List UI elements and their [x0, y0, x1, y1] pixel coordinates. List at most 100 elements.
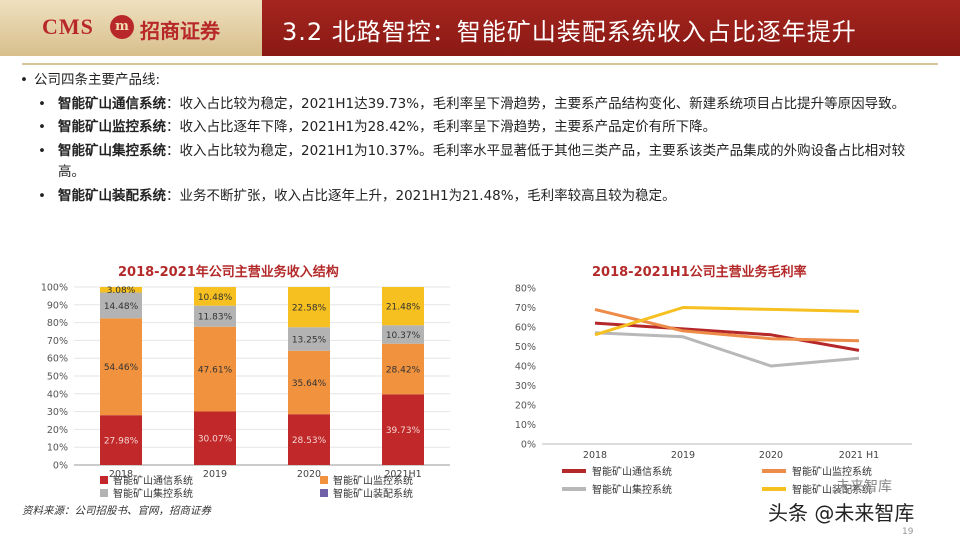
y-tick-label: 10%	[47, 443, 68, 454]
bullet-item: • 智能矿山通信系统：收入占比较为稳定，2021H1达39.73%，毛利率呈下滑趋…	[20, 94, 920, 116]
legend-label: 智能矿山集控系统	[592, 483, 672, 496]
y-tick-label: 20%	[515, 401, 536, 412]
legend-swatch	[100, 489, 108, 497]
bullet-main-text: 公司四条主要产品线:	[34, 72, 161, 88]
bar-segment	[100, 292, 142, 319]
series-line	[594, 321, 860, 352]
y-tick-label: 80%	[515, 284, 536, 295]
bullet-dot-icon: •	[38, 142, 46, 159]
bar-data-label: 47.61%	[198, 366, 233, 376]
bullet-dot-icon: •	[38, 187, 46, 204]
bar-segment	[194, 326, 236, 412]
bar-data-label: 22.58%	[292, 304, 327, 314]
bar-segment	[194, 411, 236, 465]
x-tick-label: 2020	[297, 469, 321, 480]
watermark-small: 未来智库	[836, 479, 892, 495]
legend-label: 智能矿山集控系统	[113, 487, 193, 500]
legend-swatch	[320, 489, 328, 497]
bar-segment	[288, 350, 330, 415]
bar-segment	[100, 415, 142, 465]
bullet-item-name: 智能矿山通信系统	[58, 95, 166, 112]
y-tick-label: 50%	[515, 342, 536, 353]
x-tick-label: 2021H1	[384, 469, 421, 480]
bullet-item-text: ：收入占比较为稳定，2021H1达39.73%，毛利率呈下滑趋势，主要系产品结构…	[166, 95, 906, 112]
bar-chart: 0% 10% 20% 30% 40% 50% 60% 70% 80% 90% 100% 27.98% 5…	[41, 283, 450, 500]
y-tick-label: 80%	[47, 318, 68, 329]
logo-cn: 招商证券	[140, 19, 220, 43]
bar-data-label: 11.83%	[198, 313, 233, 323]
x-tick-label: 2019	[203, 469, 227, 480]
x-tick-label: 2018	[583, 450, 607, 461]
bar-data-label: 35.64%	[292, 379, 327, 389]
bullet-main: • 公司四条主要产品线:	[20, 70, 920, 92]
y-tick-label: 70%	[47, 336, 68, 347]
y-tick-label: 70%	[515, 303, 536, 314]
bar-data-label: 28.53%	[292, 436, 327, 446]
bar-segment	[382, 343, 424, 395]
legend-label: 智能矿山通信系统	[113, 474, 193, 487]
logo-en: CMS	[42, 14, 94, 39]
bullet-item-text: ：收入占比较为稳定，2021H1为10.37%。毛利率水平显著低于其他三类产品，…	[58, 142, 906, 181]
y-tick-label: 0%	[53, 461, 68, 472]
y-tick-label: 40%	[47, 389, 68, 400]
legend-swatch	[320, 476, 328, 484]
bar-data-label: 13.25%	[292, 335, 327, 345]
bar-chart-title: 2018-2021年公司主营业务收入结构	[118, 265, 339, 280]
legend-label: 智能矿山监控系统	[333, 474, 413, 487]
bar-data-label: 3.08%	[107, 286, 136, 296]
page-title: 3.2 北路智控：智能矿山装配系统收入占比逐年提升	[282, 18, 857, 46]
bar-segment	[288, 327, 330, 351]
y-tick-label: 0%	[521, 440, 536, 451]
logo: CMS m 招商证券	[0, 0, 262, 56]
header-divider	[22, 63, 938, 65]
bar-segment	[194, 287, 236, 306]
legend-label: 智能矿山监控系统	[792, 465, 872, 478]
bar-data-label: 10.37%	[386, 331, 421, 341]
series-line	[594, 306, 860, 337]
bar-data-label: 39.73%	[386, 426, 421, 436]
y-tick-label: 10%	[515, 420, 536, 431]
y-tick-label: 90%	[47, 300, 68, 311]
bullet-item: • 智能矿山集控系统：收入占比较为稳定，2021H1为10.37%。毛利率水平显著…	[20, 141, 920, 184]
y-tick-label: 40%	[515, 362, 536, 373]
bar-segment	[382, 325, 424, 344]
x-tick-label: 2019	[671, 450, 695, 461]
legend-label: 智能矿山装配系统	[333, 487, 413, 500]
page-number: 19	[902, 527, 914, 537]
watermark: 头条 @未来智库	[768, 501, 915, 525]
bullet-item-name: 智能矿山集控系统	[58, 142, 166, 159]
bullet-item-name: 智能矿山装配系统	[58, 187, 166, 204]
line-chart-title: 2018-2021H1公司主营业务毛利率	[592, 265, 807, 280]
x-tick-label: 2021 H1	[839, 450, 879, 461]
bullet-dot-icon: •	[38, 119, 46, 135]
line-chart: 0% 10% 20% 30% 40% 50% 60% 70% 80% 2018 2019 2020 20…	[515, 284, 912, 496]
y-tick-label: 30%	[47, 407, 68, 418]
bar-segment	[100, 318, 142, 416]
bullet-item-name: 智能矿山监控系统	[58, 119, 166, 135]
legend-swatch	[100, 476, 108, 484]
series-line	[594, 331, 860, 368]
bar-segment	[288, 287, 330, 328]
bullet-item-text: ：业务不断扩张，收入占比逐年上升，2021H1为21.48%，毛利率较高且较为稳…	[166, 187, 676, 204]
legend-label: 智能矿山通信系统	[592, 465, 672, 478]
source-note: 资料来源：公司招股书、官网，招商证券	[22, 505, 211, 517]
legend-label: 智能矿山装配系统	[792, 483, 872, 496]
bar-data-label: 30.07%	[198, 435, 233, 445]
bar-segment	[100, 287, 142, 293]
bullet-item: • 智能矿山装配系统：业务不断扩张，收入占比逐年上升，2021H1为21.48%，…	[20, 186, 920, 208]
header-bar: CMS m 招商证券 3.2 北路智控：智能矿山装配系统收入占比逐年提升	[0, 0, 960, 56]
bullet-dot-icon: •	[38, 95, 46, 112]
bullet-item: • 智能矿山监控系统：收入占比逐年下降，2021H1为28.42%，毛利率呈下滑趋…	[20, 117, 920, 139]
bullet-list: • 公司四条主要产品线: • 智能矿山通信系统：收入占比较为稳定，2021H1达39…	[20, 70, 920, 209]
x-tick-label: 2020	[759, 450, 783, 461]
y-tick-label: 30%	[515, 381, 536, 392]
y-tick-label: 60%	[515, 323, 536, 334]
bar-segment	[382, 287, 424, 326]
bar-data-label: 27.98%	[104, 437, 139, 447]
logo-emblem-icon: m	[110, 15, 134, 39]
bar-data-label: 28.42%	[386, 365, 421, 375]
y-tick-label: 60%	[47, 354, 68, 365]
bar-data-label: 54.46%	[104, 363, 139, 373]
bullet-item-text: ：收入占比逐年下降，2021H1为28.42%，毛利率呈下滑趋势，主要系产品定价…	[166, 119, 717, 135]
x-tick-label: 2018	[109, 469, 133, 480]
